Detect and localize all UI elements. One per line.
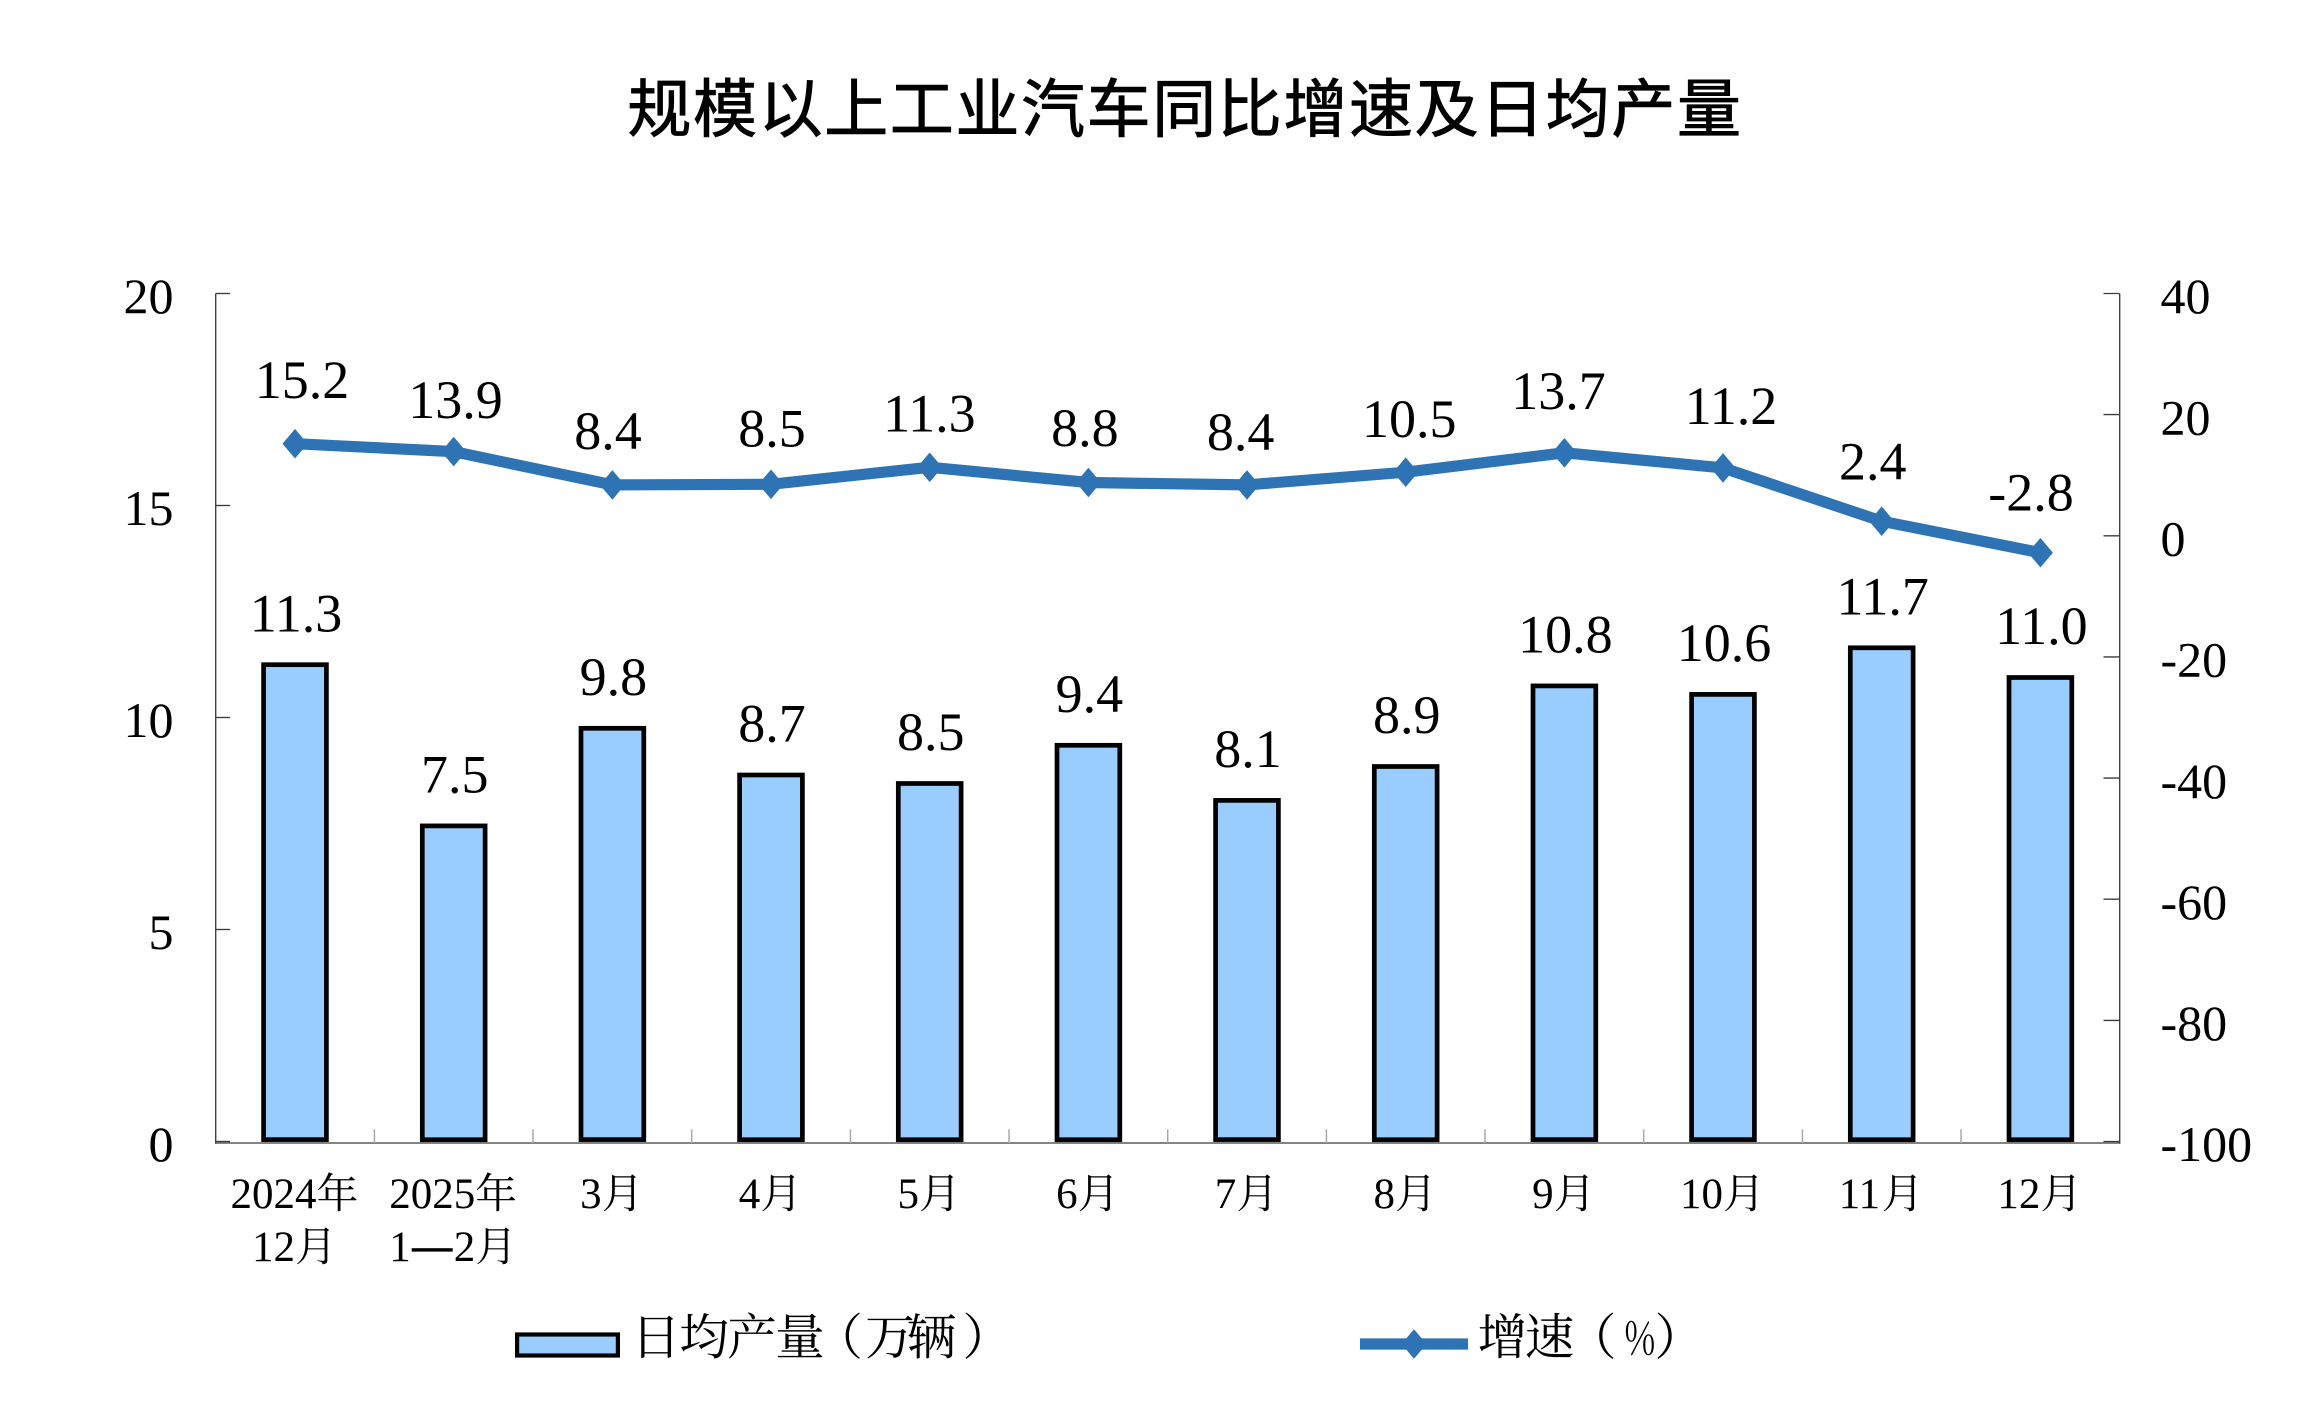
svg-text:10: 10	[124, 692, 174, 748]
svg-text:-100: -100	[2161, 1116, 2253, 1172]
svg-text:-60: -60	[2161, 874, 2228, 930]
svg-text:15: 15	[124, 480, 174, 536]
svg-text:8: 8	[1374, 1171, 1396, 1218]
svg-text:2.4: 2.4	[1839, 432, 1907, 492]
svg-text:10.8: 10.8	[1518, 605, 1613, 665]
svg-text:-20: -20	[2161, 632, 2228, 688]
svg-text:12: 12	[252, 1224, 295, 1271]
svg-text:2024: 2024	[231, 1171, 317, 1218]
svg-text:12: 12	[1997, 1171, 2040, 1218]
svg-text:15.2: 15.2	[255, 350, 350, 410]
svg-text:13.9: 13.9	[408, 370, 503, 430]
svg-text:10: 10	[1680, 1171, 1723, 1218]
svg-text:11.3: 11.3	[883, 384, 976, 444]
svg-text:2025: 2025	[389, 1171, 475, 1218]
svg-text:11.3: 11.3	[250, 583, 343, 643]
svg-text:0: 0	[2161, 511, 2186, 567]
svg-text:1: 1	[389, 1224, 411, 1271]
svg-text:9.4: 9.4	[1056, 664, 1124, 724]
svg-text:-80: -80	[2161, 995, 2228, 1051]
svg-text:11: 11	[1839, 1171, 1880, 1218]
svg-text:8.4: 8.4	[574, 401, 642, 461]
svg-text:9.8: 9.8	[580, 647, 648, 707]
svg-text:7: 7	[1215, 1171, 1237, 1218]
svg-text:11.2: 11.2	[1685, 376, 1778, 436]
svg-text:2: 2	[454, 1224, 476, 1271]
svg-text:-40: -40	[2161, 753, 2228, 809]
svg-text:8.8: 8.8	[1051, 398, 1119, 458]
svg-text:3: 3	[580, 1171, 602, 1218]
svg-text:-2.8: -2.8	[1988, 463, 2073, 523]
svg-text:5: 5	[149, 904, 174, 960]
svg-text:20: 20	[2161, 389, 2211, 445]
svg-text:6: 6	[1056, 1171, 1078, 1218]
svg-text:9: 9	[1532, 1171, 1554, 1218]
svg-text:11.0: 11.0	[1995, 596, 2088, 656]
svg-text:8.9: 8.9	[1373, 685, 1441, 745]
svg-text:8.7: 8.7	[738, 694, 806, 754]
svg-text:4: 4	[739, 1171, 761, 1218]
svg-text:8.4: 8.4	[1207, 402, 1275, 462]
svg-text:7.5: 7.5	[421, 745, 489, 805]
svg-text:11.7: 11.7	[1836, 566, 1929, 626]
svg-text:0: 0	[149, 1116, 174, 1172]
svg-text:10.5: 10.5	[1362, 389, 1457, 449]
svg-text:20: 20	[124, 268, 174, 324]
svg-text:5: 5	[898, 1171, 920, 1218]
svg-text:8.5: 8.5	[738, 399, 806, 459]
svg-text:13.7: 13.7	[1511, 361, 1606, 421]
svg-text:10.6: 10.6	[1677, 613, 1772, 673]
svg-text:8.1: 8.1	[1214, 719, 1282, 779]
svg-text:8.5: 8.5	[897, 702, 965, 762]
svg-text:40: 40	[2161, 268, 2211, 324]
